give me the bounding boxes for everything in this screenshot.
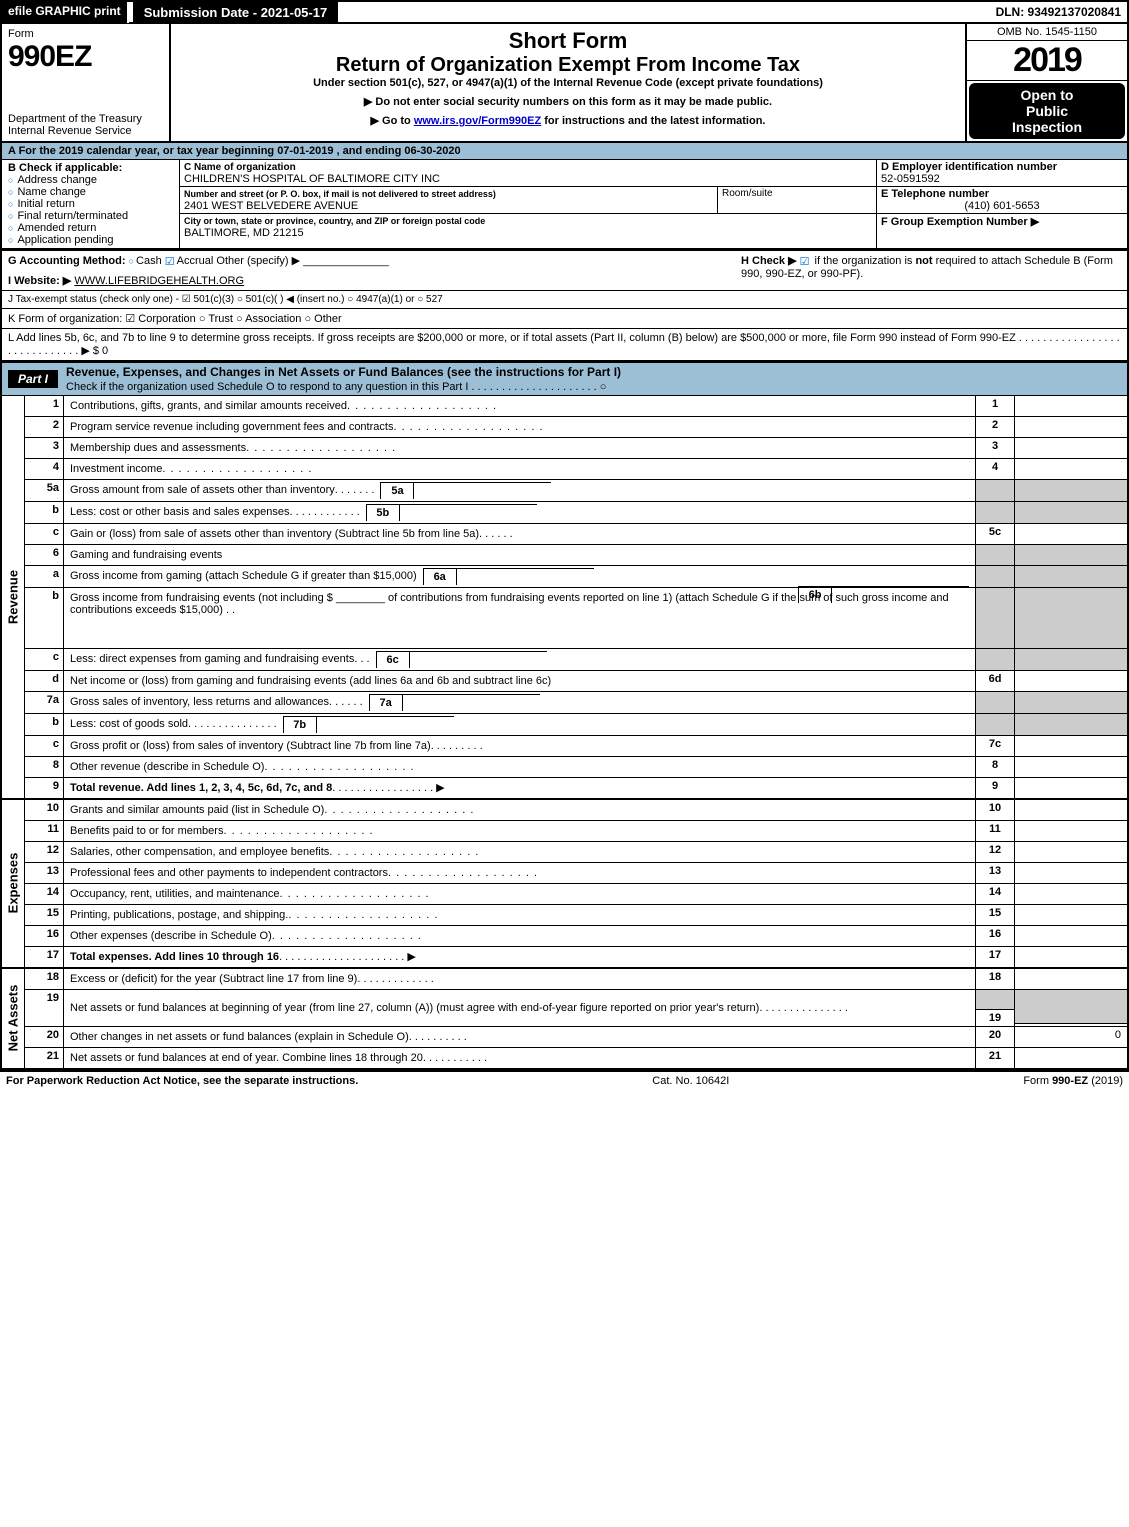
line-4-val	[1015, 459, 1127, 479]
line-3-val	[1015, 438, 1127, 458]
cb-application-pending[interactable]: Application pending	[8, 234, 173, 246]
row-j: J Tax-exempt status (check only one) - ☑…	[2, 291, 1127, 309]
open-public-badge: Open toPublicInspection	[969, 83, 1125, 139]
street-address: 2401 WEST BELVEDERE AVENUE	[184, 200, 358, 212]
goto-prefix: ▶ Go to	[371, 115, 414, 127]
g-other: Other (specify) ▶	[216, 255, 300, 267]
line-1-desc: Contributions, gifts, grants, and simila…	[70, 400, 347, 412]
line-8-desc: Other revenue (describe in Schedule O)	[70, 761, 264, 773]
line-15-desc: Printing, publications, postage, and shi…	[70, 909, 288, 921]
line-17-desc: Total expenses. Add lines 10 through 16	[70, 951, 279, 963]
goto-suffix: for instructions and the latest informat…	[541, 115, 765, 127]
footer-notice: For Paperwork Reduction Act Notice, see …	[6, 1075, 358, 1087]
short-form-title: Short Form	[179, 28, 957, 54]
line-18-desc: Excess or (deficit) for the year (Subtra…	[70, 973, 357, 985]
line-4-desc: Investment income	[70, 463, 162, 475]
part-i-sub: Check if the organization used Schedule …	[66, 381, 606, 393]
cb-final-return[interactable]: Final return/terminated	[8, 210, 173, 222]
website[interactable]: WWW.LIFEBRIDGEHEALTH.ORG	[74, 275, 244, 287]
footer-form: Form 990-EZ (2019)	[1023, 1075, 1123, 1087]
line-16-desc: Other expenses (describe in Schedule O)	[70, 930, 272, 942]
line-7c-desc: Gross profit or (loss) from sales of inv…	[70, 740, 431, 752]
cb-amended-return[interactable]: Amended return	[8, 222, 173, 234]
addr-label: Number and street (or P. O. box, if mail…	[184, 189, 496, 199]
revenue-tab: Revenue	[2, 396, 25, 798]
efile-print-button[interactable]: efile GRAPHIC print	[2, 2, 129, 23]
i-label: I Website: ▶	[8, 275, 71, 287]
line-3-desc: Membership dues and assessments	[70, 442, 246, 454]
line-19-desc: Net assets or fund balances at beginning…	[70, 1002, 759, 1014]
f-label: F Group Exemption Number ▶	[881, 216, 1039, 228]
line-6a-desc: Gross income from gaming (attach Schedul…	[70, 570, 417, 582]
d-label: D Employer identification number	[881, 161, 1057, 173]
form-label: Form	[8, 28, 163, 40]
section-subtitle: Under section 501(c), 527, or 4947(a)(1)…	[179, 77, 957, 89]
city-state-zip: BALTIMORE, MD 21215	[184, 227, 304, 239]
room-suite-label: Room/suite	[718, 187, 876, 213]
c-label: C Name of organization	[184, 162, 296, 173]
cb-h[interactable]	[800, 255, 812, 267]
submission-date: Submission Date - 2021-05-17	[133, 2, 339, 23]
line-2-val	[1015, 417, 1127, 437]
organization-name: CHILDREN'S HOSPITAL OF BALTIMORE CITY IN…	[184, 173, 440, 185]
cb-address-change[interactable]: Address change	[8, 174, 173, 186]
tax-year: 2019	[967, 41, 1127, 81]
tax-year-row: A For the 2019 calendar year, or tax yea…	[2, 143, 1127, 160]
dln: DLN: 93492137020841	[990, 3, 1127, 21]
b-label: B Check if applicable:	[8, 162, 173, 174]
department: Department of the Treasury	[8, 113, 163, 125]
irs: Internal Revenue Service	[8, 125, 163, 137]
line-6c-desc: Less: direct expenses from gaming and fu…	[70, 653, 354, 665]
line-10-desc: Grants and similar amounts paid (list in…	[70, 804, 324, 816]
form-identity: Form 990EZ Department of the Treasury In…	[2, 24, 171, 141]
row-l: L Add lines 5b, 6c, and 7b to line 9 to …	[2, 329, 1127, 361]
line-7b-desc: Less: cost of goods sold	[70, 718, 188, 730]
cb-accrual[interactable]: Accrual	[165, 255, 214, 267]
line-12-desc: Salaries, other compensation, and employ…	[70, 846, 329, 858]
g-label: G Accounting Method:	[8, 255, 126, 267]
line-6d-desc: Net income or (loss) from gaming and fun…	[70, 675, 551, 687]
line-7a-desc: Gross sales of inventory, less returns a…	[70, 696, 329, 708]
city-label: City or town, state or province, country…	[184, 216, 485, 226]
cb-initial-return[interactable]: Initial return	[8, 198, 173, 210]
irs-link[interactable]: www.irs.gov/Form990EZ	[414, 115, 541, 127]
form-number: 990EZ	[8, 40, 163, 74]
e-label: E Telephone number	[881, 188, 989, 200]
line-11-desc: Benefits paid to or for members	[70, 825, 223, 837]
line-5b-desc: Less: cost or other basis and sales expe…	[70, 506, 290, 518]
section-b-checkboxes: B Check if applicable: Address change Na…	[2, 160, 180, 248]
line-6-desc: Gaming and fundraising events	[70, 549, 222, 561]
part-i-label: Part I	[8, 370, 58, 388]
footer-cat: Cat. No. 10642I	[652, 1075, 729, 1087]
row-k: K Form of organization: ☑ Corporation ○ …	[2, 309, 1127, 329]
line-9-desc: Total revenue. Add lines 1, 2, 3, 4, 5c,…	[70, 782, 332, 794]
h-text: if the organization is	[815, 255, 916, 267]
line-21-desc: Net assets or fund balances at end of ye…	[70, 1052, 423, 1064]
line-6b-desc: Gross income from fundraising events (no…	[70, 592, 949, 616]
line-20-desc: Other changes in net assets or fund bala…	[70, 1031, 409, 1043]
top-bar: efile GRAPHIC print Submission Date - 20…	[2, 2, 1127, 24]
expenses-tab: Expenses	[2, 800, 25, 967]
cb-name-change[interactable]: Name change	[8, 186, 173, 198]
line-2-desc: Program service revenue including govern…	[70, 421, 393, 433]
line-5c-desc: Gain or (loss) from sale of assets other…	[70, 528, 479, 540]
line-13-desc: Professional fees and other payments to …	[70, 867, 388, 879]
return-title: Return of Organization Exempt From Incom…	[179, 54, 957, 77]
ein: 52-0591592	[881, 173, 940, 185]
telephone: (410) 601-5653	[881, 200, 1123, 212]
line-1-val	[1015, 396, 1127, 416]
line-20-val: 0	[1015, 1027, 1127, 1047]
omb-number: OMB No. 1545-1150	[967, 24, 1127, 41]
ssn-warning: ▶ Do not enter social security numbers o…	[179, 95, 957, 108]
part-i-title: Revenue, Expenses, and Changes in Net As…	[66, 365, 621, 379]
line-14-desc: Occupancy, rent, utilities, and maintena…	[70, 888, 280, 900]
net-assets-tab: Net Assets	[2, 969, 25, 1068]
line-5a-desc: Gross amount from sale of assets other t…	[70, 484, 335, 496]
cb-cash[interactable]: Cash	[129, 255, 162, 267]
h-label: H Check ▶	[741, 255, 797, 267]
